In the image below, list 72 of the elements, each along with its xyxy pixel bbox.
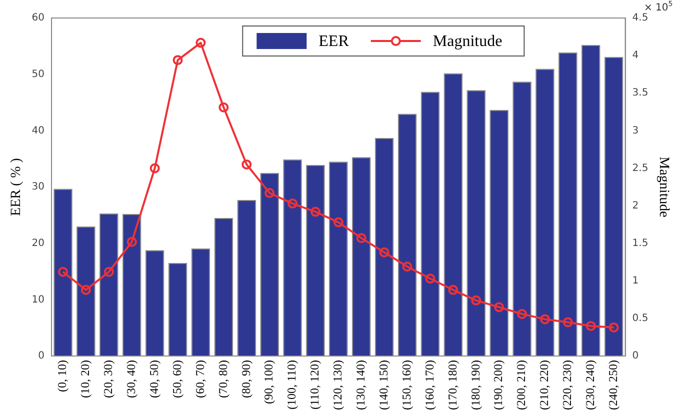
point: [402, 262, 412, 272]
point: [379, 247, 390, 258]
y2-tick-label: 2.5: [632, 162, 648, 174]
y-tick-label: 60: [32, 12, 45, 24]
y2-tick-label: 1: [632, 275, 639, 286]
x-tick-label: (20, 30): [101, 360, 116, 398]
point: [288, 198, 298, 209]
point: [150, 163, 160, 174]
y-tick-label: 20: [32, 238, 45, 249]
x-tick-label: (240, 250): [606, 360, 620, 410]
y2-tick-label: 1.5: [632, 238, 648, 249]
x-tick-label: (210, 220): [537, 360, 552, 410]
point: [126, 236, 137, 247]
x-tick-label: (100, 110): [284, 360, 299, 410]
x-tick-label: (160, 170): [422, 360, 436, 410]
point: [586, 320, 596, 331]
y2-tick-label: 3: [632, 125, 639, 136]
x-tick-label: (50, 60): [170, 360, 184, 398]
x-tick-label: (60, 70): [192, 360, 207, 398]
point: [471, 295, 482, 306]
legend-label: EER: [318, 33, 350, 50]
y-tick-label: 0: [38, 350, 45, 362]
point: [104, 266, 114, 277]
x-tick-label: (80, 90): [238, 360, 253, 398]
y-tick-label: 40: [32, 125, 45, 136]
y-tick-label: 30: [32, 182, 45, 193]
text: × 10$^{5}$: [644, 0, 673, 14]
x-tick-label: (40, 50): [146, 360, 161, 398]
x-tick-label: (70, 80): [216, 360, 230, 398]
y2-tick-label: 4.5: [632, 12, 648, 24]
x-tick-label: (200, 210): [514, 360, 528, 410]
point: [310, 206, 320, 217]
y2-tick-label: 0.5: [632, 313, 648, 324]
x-tick-label: (30, 40): [124, 360, 138, 398]
point: [562, 317, 573, 328]
point: [448, 284, 458, 295]
x-tick-label: (90, 100): [262, 360, 276, 404]
x-tick-label: (0, 10): [55, 360, 70, 392]
x-tick-label: (230, 240): [583, 360, 598, 410]
legend-label: Magnitude: [432, 33, 502, 50]
x-tick-label: (10, 20): [78, 360, 92, 398]
point: [608, 322, 619, 332]
point: [333, 217, 344, 228]
x-tick-label: (190, 200): [491, 360, 506, 410]
point: [172, 55, 183, 66]
point: [80, 284, 91, 295]
point: [425, 274, 436, 284]
x-tick-label: (120, 130): [330, 360, 345, 410]
x-tick-label: (140, 150): [376, 360, 390, 410]
x-tick-label: (170, 180): [445, 360, 460, 410]
point: [242, 159, 252, 170]
x-tick-label: (150, 160): [399, 360, 414, 410]
y2-tick-label: 2: [632, 200, 639, 212]
y2-tick-label: 4: [632, 50, 639, 62]
x-tick-label: (180, 190): [468, 360, 482, 410]
point: [517, 308, 528, 319]
point: [356, 233, 366, 244]
y2-tick-label: 0: [632, 350, 639, 362]
x-tick-label: (220, 230): [560, 360, 574, 410]
point: [58, 266, 68, 277]
y2-axis-title: Magnitude: [656, 156, 671, 218]
point: [264, 188, 275, 198]
y-tick-label: 10: [32, 294, 45, 306]
point: [494, 302, 504, 312]
point: [196, 38, 206, 48]
point: [218, 102, 229, 112]
y-axis-title: EER ( % ): [9, 158, 24, 216]
point: [540, 314, 550, 324]
x-tick-label: (110, 120): [308, 360, 322, 410]
x-tick-label: (130, 140): [354, 360, 368, 410]
y-tick-label: 50: [32, 68, 45, 80]
y2-tick-label: 3.5: [632, 88, 648, 99]
